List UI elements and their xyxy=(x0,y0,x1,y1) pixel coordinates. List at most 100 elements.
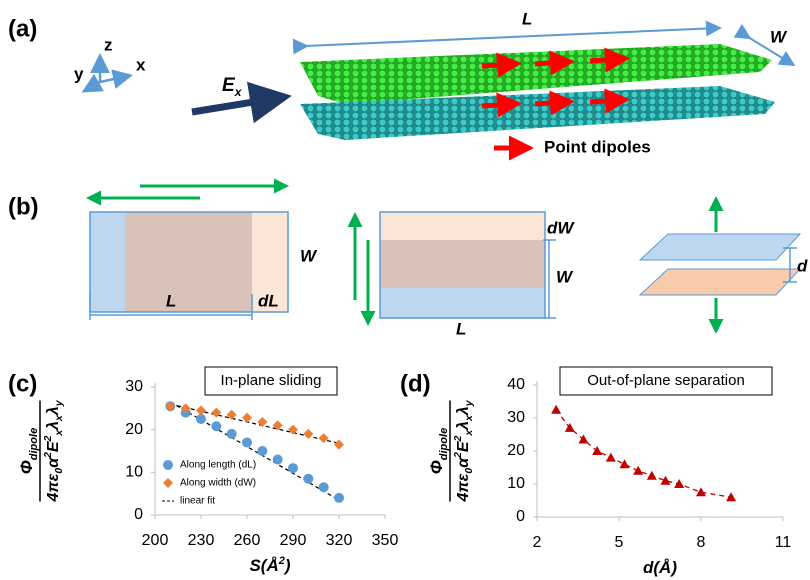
title-box xyxy=(204,366,338,396)
length-label: L xyxy=(522,9,532,28)
chart-title: Out-of-plane separation xyxy=(587,372,745,389)
point xyxy=(242,412,252,423)
point xyxy=(564,422,575,432)
point xyxy=(578,434,589,444)
point xyxy=(211,421,222,432)
field-arrow xyxy=(191,81,292,124)
point xyxy=(303,428,314,439)
y-label-numerator: Φdipole xyxy=(427,428,449,475)
point xyxy=(696,487,706,497)
y-label-numerator: Φdipole xyxy=(17,428,39,475)
x-tick-label: 11 xyxy=(775,534,792,551)
point xyxy=(196,405,206,416)
point xyxy=(242,437,252,448)
y-tick-label: 0 xyxy=(516,508,525,525)
x-tick-label: 350 xyxy=(372,532,399,549)
label-part: ) xyxy=(283,556,291,575)
point xyxy=(257,416,268,427)
point xyxy=(646,470,657,480)
label-part: E xyxy=(45,440,62,452)
label-part: 2 xyxy=(453,452,464,459)
label-part: y xyxy=(464,399,475,407)
label-part: dipole xyxy=(438,428,450,461)
label-part: 2 xyxy=(43,435,54,442)
label-part: α xyxy=(455,457,472,468)
legend-label: Along width (dW) xyxy=(180,478,256,489)
slide-width-diagram xyxy=(347,211,556,326)
x-axis-label: d(Å) xyxy=(643,558,677,577)
width-label: W xyxy=(770,27,788,46)
coordinate-axes xyxy=(81,53,133,93)
label-part: Φ xyxy=(427,460,446,474)
y-tick-label: 10 xyxy=(507,475,525,492)
label-part: λ xyxy=(455,406,472,416)
y-label-denominator: 4πε0α2E2xλxλy xyxy=(43,399,65,502)
legend-label: linear fit xyxy=(180,496,215,507)
x-axis-label: S(Å2) xyxy=(249,555,290,576)
dim-label: dW xyxy=(547,218,575,237)
length-arrow xyxy=(292,20,722,55)
point xyxy=(226,428,237,439)
dim-label: d xyxy=(797,256,808,275)
point xyxy=(211,407,222,418)
point xyxy=(334,492,344,503)
dim-label: L xyxy=(456,319,466,338)
label-part: x xyxy=(54,429,65,437)
legend-label: Along length (dL) xyxy=(180,460,256,471)
y-tick-label: 40 xyxy=(507,376,525,393)
x-tick-label: 290 xyxy=(280,532,307,549)
dipole-legend: Point dipoles xyxy=(544,137,651,156)
width-arrow xyxy=(733,23,796,67)
point xyxy=(318,433,329,444)
point xyxy=(196,414,206,424)
point xyxy=(163,478,173,488)
panel-label: (c) xyxy=(8,370,37,397)
x-tick-label: 8 xyxy=(697,534,706,551)
point xyxy=(592,446,603,455)
x-tick-label: 5 xyxy=(615,534,624,551)
label-part: (Å xyxy=(261,556,279,575)
point xyxy=(288,424,298,435)
point xyxy=(660,475,671,485)
dim-label: W xyxy=(300,246,318,265)
slide-length-diagram xyxy=(86,178,289,320)
x-tick-label: 200 xyxy=(142,532,169,549)
point xyxy=(272,420,283,431)
panel-label: (b) xyxy=(8,193,39,220)
sheet-bottom xyxy=(300,86,775,140)
point xyxy=(163,460,173,470)
point xyxy=(272,454,283,465)
point xyxy=(288,463,298,474)
label-part: 4πε xyxy=(455,473,472,502)
label-part: 2 xyxy=(43,452,54,459)
point xyxy=(318,482,329,493)
series-line xyxy=(555,409,732,498)
y-tick-label: 20 xyxy=(125,421,143,438)
dim-label: L xyxy=(166,291,176,310)
panel-label: (a) xyxy=(8,15,37,42)
dim-label: dL xyxy=(258,291,279,310)
x-tick-label: 2 xyxy=(533,534,542,551)
y-label-denominator: 4πε0α2E2xλxλy xyxy=(453,399,475,502)
label-part: Φ xyxy=(17,460,36,474)
label-part: y xyxy=(54,399,65,407)
x-tick-label: 260 xyxy=(234,532,261,549)
label-part: λ xyxy=(455,421,472,431)
y-tick-label: 20 xyxy=(507,442,525,459)
point xyxy=(674,479,685,488)
chart-title: In-plane sliding xyxy=(221,372,322,389)
label-part: x xyxy=(464,414,475,422)
dipoles xyxy=(481,47,630,161)
axis-y: y xyxy=(74,64,84,83)
y-tick-label: 30 xyxy=(125,378,143,395)
label-part: 4πε xyxy=(45,473,62,502)
label-part: x xyxy=(464,429,475,437)
label-part: S xyxy=(249,556,261,575)
x-tick-label: 320 xyxy=(326,532,353,549)
title-box xyxy=(559,366,773,396)
x-tick-label: 230 xyxy=(188,532,215,549)
point xyxy=(303,473,314,484)
label-part: λ xyxy=(45,421,62,431)
